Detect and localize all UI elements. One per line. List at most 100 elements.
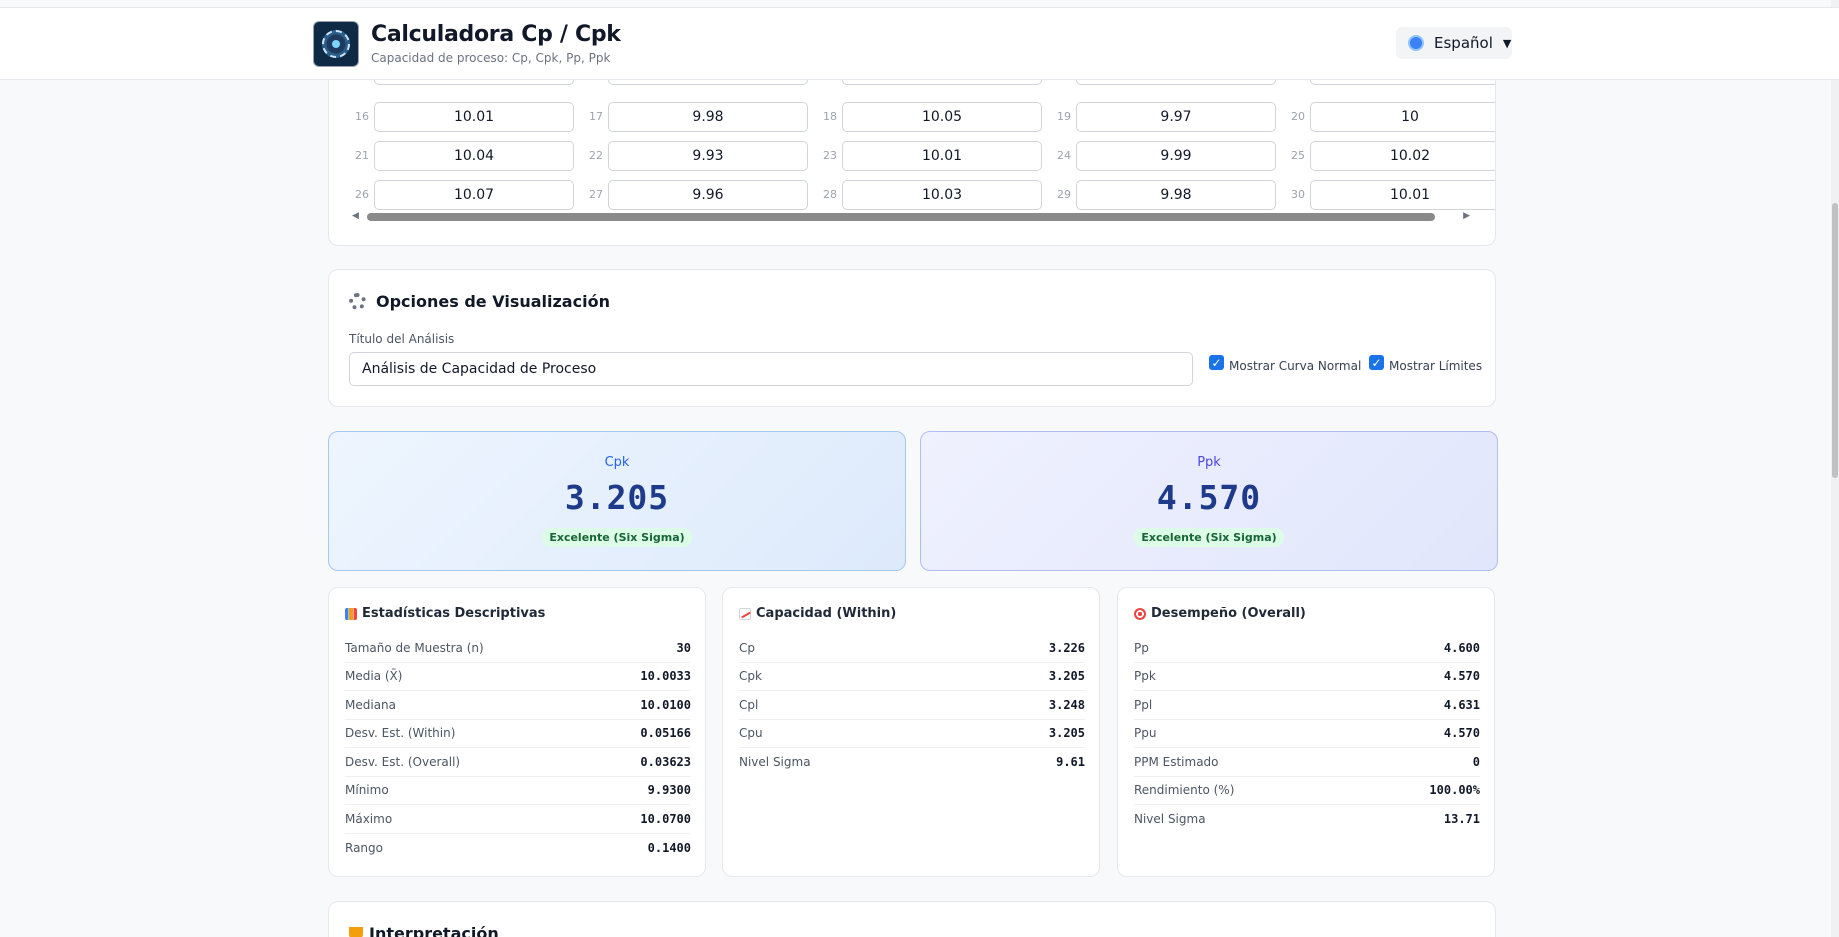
stat-value: 0 xyxy=(1472,754,1480,769)
ppk-value: 4.570 xyxy=(1156,478,1262,517)
show-limits-label: Mostrar Límites xyxy=(1389,358,1483,373)
stat-value: 0.05166 xyxy=(640,726,691,741)
data-cell-input[interactable]: 10.01 xyxy=(842,141,1042,171)
data-cell-index: 19 xyxy=(1057,110,1071,123)
stat-row: Tamaño de Muestra (n) 30 xyxy=(345,634,691,663)
checkbox-checked-icon[interactable]: ✓ xyxy=(1209,355,1224,370)
interpretation-title: Interpretación xyxy=(369,924,499,937)
data-cell-index: 28 xyxy=(823,188,837,201)
display-options-card: Opciones de Visualización Título del Aná… xyxy=(328,269,1496,407)
stat-label: Tamaño de Muestra (n) xyxy=(345,640,484,655)
analysis-title-input[interactable]: Análisis de Capacidad de Proceso xyxy=(349,352,1193,386)
descriptive-stats-card: Estadísticas Descriptivas Tamaño de Mues… xyxy=(328,587,706,877)
stat-row: Rendimiento (%) 100.00% xyxy=(1134,777,1480,805)
stat-row: Desv. Est. (Within) 0.05166 xyxy=(345,720,691,748)
interpretation-heading: Interpretación xyxy=(349,924,499,937)
language-selector[interactable]: Español ▼ xyxy=(1396,27,1512,59)
stat-label: Mínimo xyxy=(345,783,389,798)
data-cell-index: 18 xyxy=(823,110,837,123)
data-cell-input[interactable]: 10.04 xyxy=(374,141,574,171)
show-limits-checkbox[interactable]: ✓ Mostrar Límites xyxy=(1369,355,1483,373)
stat-row: Media (X̄) 10.0033 xyxy=(345,663,691,691)
page-scrollbar[interactable] xyxy=(1831,0,1839,937)
ppk-summary-card: Ppk 4.570 Excelente (Six Sigma) xyxy=(920,431,1498,571)
stat-row: Cp 3.226 xyxy=(739,634,1085,663)
data-cell-input[interactable]: 10.03 xyxy=(842,180,1042,210)
data-cell-input[interactable]: 9.98 xyxy=(608,102,808,132)
stat-row: Desv. Est. (Overall) 0.03623 xyxy=(345,748,691,777)
analysis-title-label: Título del Análisis xyxy=(349,332,455,346)
data-cell-index: 30 xyxy=(1291,188,1305,201)
stat-row: Cpk 3.205 xyxy=(739,663,1085,691)
data-cell-input[interactable]: 10.01 xyxy=(1310,180,1495,210)
horizontal-scroll-thumb[interactable] xyxy=(367,213,1435,221)
gear-icon xyxy=(349,293,366,310)
app-header: Calculadora Cp / Cpk Capacidad de proces… xyxy=(0,7,1839,80)
stat-label: Rendimiento (%) xyxy=(1134,783,1235,798)
stat-row: Mínimo 9.9300 xyxy=(345,777,691,805)
data-cell-input[interactable]: 9.97 xyxy=(1076,102,1276,132)
capability-within-list: Cp 3.226 Cpk 3.205 Cpl 3.248 Cpu 3.205 Nivel Sig… xyxy=(739,634,1085,777)
stat-value: 3.205 xyxy=(1048,669,1085,684)
data-cell-index: 27 xyxy=(589,188,603,201)
bar-chart-icon xyxy=(345,607,357,620)
cpk-rating-badge: Excelente (Six Sigma) xyxy=(541,528,693,547)
stat-label: Desv. Est. (Overall) xyxy=(345,754,461,769)
performance-overall-title: Desempeño (Overall) xyxy=(1151,606,1306,621)
stat-label: Cpk xyxy=(739,669,762,684)
data-cell-input[interactable]: 9.93 xyxy=(608,141,808,171)
data-cell-input[interactable]: 10.01 xyxy=(374,102,574,132)
stat-label: Rango xyxy=(345,840,383,855)
data-cell-input[interactable]: 10 xyxy=(1310,102,1495,132)
stat-value: 9.61 xyxy=(1056,755,1085,770)
stat-value: 13.71 xyxy=(1443,812,1480,827)
stat-row: Nivel Sigma 13.71 xyxy=(1134,805,1480,834)
stat-label: Cp xyxy=(739,640,755,655)
stat-value: 3.205 xyxy=(1048,726,1085,741)
stat-label: Cpu xyxy=(739,726,763,741)
stat-label: Mediana xyxy=(345,697,396,712)
stat-label: Ppu xyxy=(1134,726,1157,741)
data-cell-input[interactable]: 10.05 xyxy=(842,102,1042,132)
data-cell-input[interactable]: 10.07 xyxy=(374,180,574,210)
stat-label: Nivel Sigma xyxy=(739,755,811,770)
cpk-label: Cpk xyxy=(604,455,630,470)
capability-within-heading: Capacidad (Within) xyxy=(739,606,896,621)
stat-value: 0.03623 xyxy=(640,754,691,769)
scroll-right-arrow-icon[interactable]: ▶ xyxy=(1463,211,1470,221)
stat-row: Ppk 4.570 xyxy=(1134,663,1480,691)
show-normal-curve-checkbox[interactable]: ✓ Mostrar Curva Normal xyxy=(1209,355,1362,373)
stat-label: Desv. Est. (Within) xyxy=(345,726,456,741)
stat-row: PPM Estimado 0 xyxy=(1134,748,1480,777)
data-cell-input[interactable]: 9.99 xyxy=(1076,141,1276,171)
interpretation-card: Interpretación xyxy=(328,901,1496,937)
stat-label: Cpl xyxy=(739,697,759,712)
stat-label: Máximo xyxy=(345,811,393,826)
app-logo xyxy=(313,21,359,67)
descriptive-stats-heading: Estadísticas Descriptivas xyxy=(345,606,545,621)
stat-row: Ppu 4.570 xyxy=(1134,720,1480,748)
stat-value: 10.0100 xyxy=(640,697,691,712)
data-cell-input[interactable]: 9.96 xyxy=(608,180,808,210)
checkbox-checked-icon[interactable]: ✓ xyxy=(1369,355,1384,370)
options-heading: Opciones de Visualización xyxy=(349,292,610,311)
data-cell-input[interactable]: 9.98 xyxy=(1076,180,1276,210)
horizontal-scrollbar[interactable]: ◀ ▶ xyxy=(352,210,1470,222)
data-cell-index: 22 xyxy=(589,149,603,162)
stat-value: 0.1400 xyxy=(647,840,691,855)
target-icon xyxy=(1134,607,1146,620)
data-cell-index: 16 xyxy=(355,110,369,123)
show-normal-curve-label: Mostrar Curva Normal xyxy=(1229,358,1362,373)
options-title: Opciones de Visualización xyxy=(376,292,610,311)
stat-row: Cpl 3.248 xyxy=(739,691,1085,720)
stat-row: Nivel Sigma 9.61 xyxy=(739,748,1085,777)
descriptive-stats-title: Estadísticas Descriptivas xyxy=(362,606,546,621)
app-title: Calculadora Cp / Cpk xyxy=(371,22,621,47)
data-cell-index: 24 xyxy=(1057,149,1071,162)
data-cell-index: 25 xyxy=(1291,149,1305,162)
page-scroll-thumb[interactable] xyxy=(1832,203,1838,478)
trend-chart-icon xyxy=(739,607,751,620)
stat-value: 9.9300 xyxy=(647,783,691,798)
data-cell-input[interactable]: 10.02 xyxy=(1310,141,1495,171)
scroll-left-arrow-icon[interactable]: ◀ xyxy=(352,211,359,221)
